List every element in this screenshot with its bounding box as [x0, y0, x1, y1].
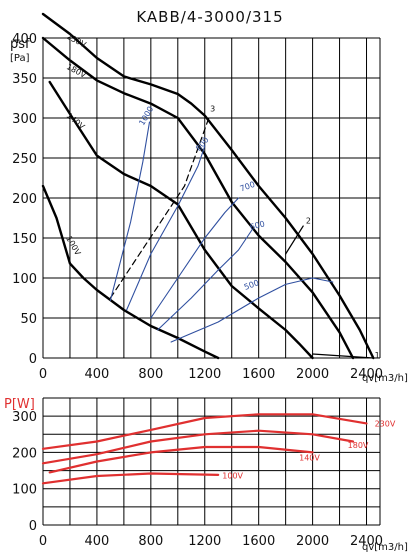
power-x-tick-label: 800 [138, 534, 163, 549]
power-x-tick-label: 1200 [188, 534, 221, 549]
power-y-tick-label: 200 [12, 446, 37, 461]
pressure-curve-label: 500 [243, 278, 260, 292]
power-x-tick-label: 0 [39, 534, 47, 549]
power-series-230v [41, 413, 368, 450]
pressure-series-700 [150, 197, 240, 319]
pressure-y-tick-label: 100 [12, 272, 37, 287]
pressure-y-tick-label: 0 [29, 352, 37, 367]
power-x-axis-title: qv[m3/h] [362, 542, 408, 553]
pressure-curve-label: 600 [249, 219, 266, 232]
power-x-tick-label: 400 [85, 534, 110, 549]
pressure-grid [42, 37, 381, 359]
chart-title: KABB/4-3000/315 [136, 8, 283, 26]
power-y-tick-label: 0 [29, 519, 37, 534]
power-curve-label: 180V [348, 441, 369, 450]
pressure-y-tick-label: 250 [12, 152, 37, 167]
pressure-x-tick-label: 0 [39, 367, 47, 382]
pressure-series-230v [41, 12, 375, 360]
pressure-curve-label: 700 [239, 180, 256, 194]
power-axis-title: P[W] [4, 397, 35, 412]
power-y-tick-label: 100 [12, 483, 37, 498]
pressure-curve-label: 2 [306, 217, 311, 226]
pressure-series-800 [126, 145, 206, 311]
pressure-series-2 [285, 225, 304, 255]
pressure-curve-label: 1000 [137, 105, 155, 127]
pressure-axis-unit: [Pa] [10, 53, 30, 64]
power-series-140v [48, 445, 314, 474]
pressure-x-tick-label: 2400 [350, 367, 383, 382]
pressure-series-3 [109, 117, 210, 299]
pressure-series-1 [312, 353, 374, 359]
pressure-y-tick-label: 350 [12, 72, 37, 87]
pressure-y-tick-label: 300 [12, 112, 37, 127]
pressure-series-1000 [109, 121, 151, 301]
pressure-tick-labels: 0 400 800 1200 1600 2000 240005010015020025030… [12, 32, 383, 382]
pressure-curve-label: 1 [375, 351, 380, 360]
pressure-series-600 [157, 229, 253, 331]
power-x-tick-label: 2000 [296, 534, 329, 549]
pressure-x-tick-label: 2000 [296, 367, 329, 382]
power-curve-label: 230V [375, 419, 396, 428]
pressure-series-180v [41, 36, 355, 360]
pressure-series-140v [48, 80, 314, 360]
power-series-180v [41, 429, 355, 465]
pressure-y-tick-label: 200 [12, 192, 37, 207]
power-curve-label: 100V [222, 472, 243, 481]
pressure-y-tick-label: 50 [20, 312, 37, 327]
power-curves: 230V 180V 140V 100V [41, 413, 396, 485]
power-y-tick-label: 300 [12, 410, 37, 425]
pressure-x-tick-label: 1200 [188, 367, 221, 382]
pressure-curve-label: 140V [65, 111, 87, 132]
pressure-series-500 [170, 277, 334, 343]
pressure-y-tick-label: 400 [12, 32, 37, 47]
pressure-curve-label: 230V [65, 32, 88, 50]
pressure-axis-title: psf [10, 37, 30, 52]
power-x-tick-label: 1600 [242, 534, 275, 549]
pressure-curve-label: 3 [210, 105, 215, 114]
power-tick-labels: 0 400 800 1200 1600 2000 2400 0 100 200 300 [12, 410, 383, 549]
pressure-series-100v [41, 184, 220, 360]
pressure-x-axis-title: qv[m3/h] [362, 373, 408, 384]
pressure-x-tick-label: 400 [85, 367, 110, 382]
power-series-100v [41, 472, 220, 485]
pressure-curve-label: 800 [194, 135, 211, 152]
pressure-x-tick-label: 800 [138, 367, 163, 382]
power-x-tick-label: 2400 [350, 534, 383, 549]
power-curve-label: 140V [299, 453, 320, 462]
pressure-y-tick-label: 150 [12, 232, 37, 247]
pressure-x-tick-label: 1600 [242, 367, 275, 382]
